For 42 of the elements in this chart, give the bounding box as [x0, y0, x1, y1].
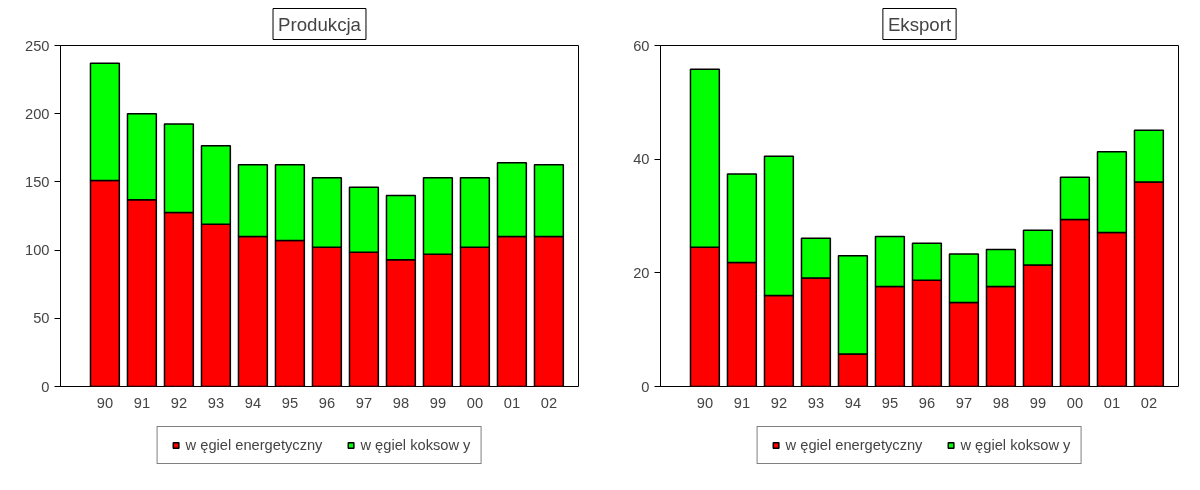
- y-tick-label: 40: [633, 151, 650, 168]
- x-tick-label: 99: [1029, 394, 1047, 411]
- y-tick-label: 200: [25, 105, 50, 122]
- x-tick-label: 00: [1066, 394, 1084, 411]
- legend-label: w ęgiel energetyczny: [785, 437, 923, 453]
- y-tick-label: 0: [641, 378, 650, 395]
- y-tick-label: 60: [633, 37, 650, 54]
- x-tick-label: 91: [133, 394, 151, 411]
- x-tick-label: 93: [207, 394, 225, 411]
- x-tick-label: 91: [733, 394, 751, 411]
- x-tick-label: 92: [170, 394, 188, 411]
- legend-label: w ęgiel koksow y: [960, 437, 1071, 453]
- y-tick-label: 150: [25, 173, 50, 190]
- x-tick-label: 96: [918, 394, 936, 411]
- x-tick-label: 90: [696, 394, 714, 411]
- x-tick-label: 93: [807, 394, 825, 411]
- y-tick-label: 250: [25, 37, 50, 54]
- x-tick-label: 98: [992, 394, 1010, 411]
- x-tick-label: 01: [1103, 394, 1121, 411]
- x-tick-label: 95: [281, 394, 299, 411]
- x-tick-label: 02: [540, 394, 558, 411]
- x-tick-label: 90: [96, 394, 114, 411]
- legend-label: w ęgiel koksow y: [360, 437, 471, 453]
- x-tick-label: 02: [1140, 394, 1158, 411]
- x-tick-label: 00: [466, 394, 484, 411]
- y-tick-label: 20: [633, 264, 650, 281]
- x-tick-label: 92: [770, 394, 788, 411]
- x-tick-label: 98: [392, 394, 410, 411]
- chart-title: Produkcja: [278, 13, 362, 35]
- x-tick-label: 94: [244, 394, 262, 411]
- x-tick-label: 97: [955, 394, 973, 411]
- x-tick-label: 99: [429, 394, 447, 411]
- y-tick-label: 50: [33, 310, 50, 327]
- y-tick-label: 100: [25, 242, 50, 259]
- x-tick-label: 96: [318, 394, 336, 411]
- x-tick-label: 94: [844, 394, 862, 411]
- x-tick-label: 01: [503, 394, 521, 411]
- x-tick-label: 95: [881, 394, 899, 411]
- y-tick-label: 0: [41, 378, 50, 395]
- chart-title: Eksport: [887, 13, 952, 35]
- x-tick-label: 97: [355, 394, 373, 411]
- legend-label: w ęgiel energetyczny: [185, 437, 323, 453]
